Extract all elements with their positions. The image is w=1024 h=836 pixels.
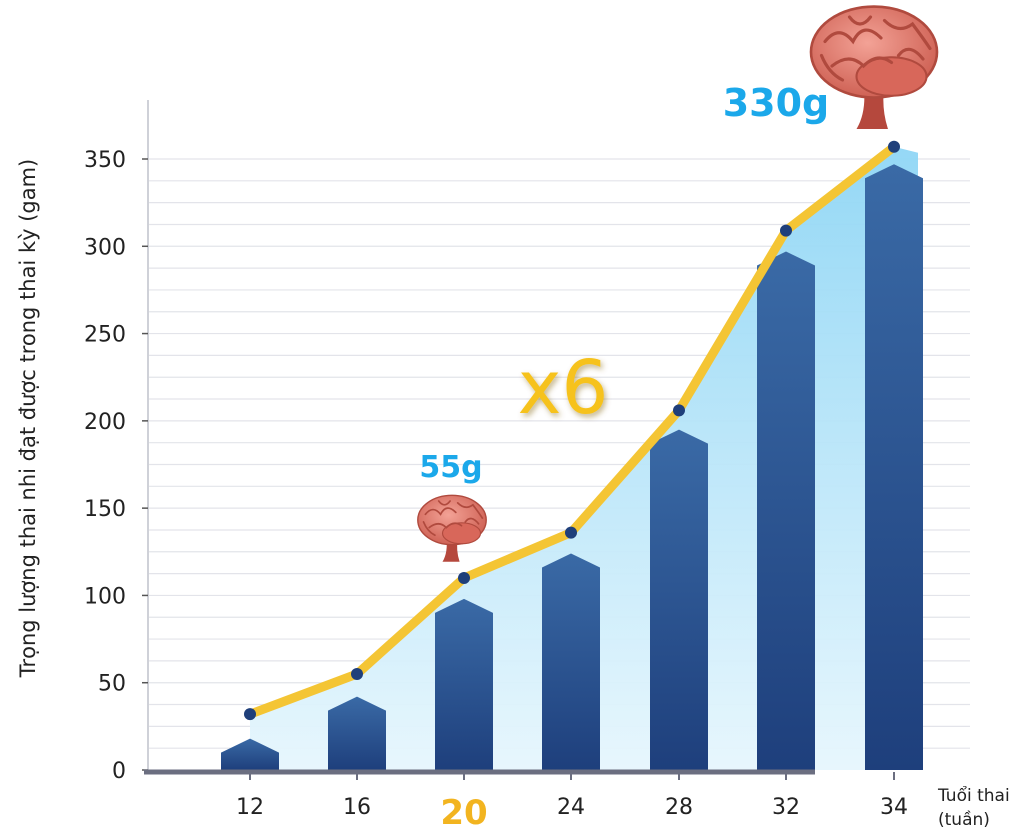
point-34 [888, 140, 900, 153]
x-axis-label-line-1: Tuổi thai [938, 786, 1010, 806]
value-label-330g: 330g [723, 81, 830, 125]
area-fill [250, 146, 918, 770]
x-tick-label: 34 [880, 795, 908, 820]
bar-28 [650, 429, 708, 770]
point-28 [673, 404, 685, 417]
point-12 [244, 708, 256, 721]
y-tick-label: 200 [84, 410, 126, 435]
multiplier-label: x6 [518, 345, 609, 431]
x-tick-label: 24 [557, 795, 585, 820]
x-tick-label: 16 [343, 795, 371, 820]
y-axis-label: Trọng lượng thai nhi đạt được trong thai… [16, 158, 40, 678]
y-tick-label: 50 [98, 672, 126, 697]
y-tick-label: 300 [84, 235, 126, 260]
point-16 [351, 667, 363, 680]
y-tick-label: 150 [84, 497, 126, 522]
point-20 [458, 571, 470, 584]
point-24 [565, 526, 577, 539]
y-tick-label: 250 [84, 323, 126, 348]
x-axis-label: Tuổi thai (tuần) [938, 784, 1024, 832]
value-label-55g: 55g [419, 450, 482, 485]
bar-20 [435, 598, 493, 770]
y-tick-label: 100 [84, 584, 126, 609]
bar-12 [221, 738, 279, 770]
point-32 [780, 224, 792, 237]
bar-32 [757, 251, 815, 771]
x-tick-label: 12 [236, 795, 264, 820]
brain-icon [809, 5, 939, 129]
bar-24 [542, 553, 600, 770]
x-tick-label: 20 [440, 793, 487, 833]
bar-34 [865, 164, 923, 771]
y-tick-label: 350 [84, 148, 126, 173]
x-tick-label: 28 [665, 795, 693, 820]
y-tick-label: 0 [112, 759, 126, 784]
brain-icon [417, 494, 487, 562]
x-axis-label-line-2: (tuần) [938, 810, 990, 830]
x-tick-label: 32 [772, 795, 800, 820]
bar-16 [328, 696, 386, 770]
